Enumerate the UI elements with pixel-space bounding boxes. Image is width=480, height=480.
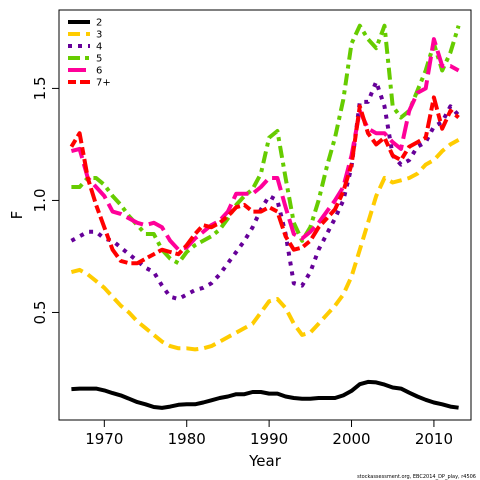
series-layer bbox=[69, 23, 461, 410]
legend-label: 6 bbox=[96, 66, 102, 77]
series-line-1 bbox=[71, 379, 459, 410]
x-axis-title: Year bbox=[248, 452, 282, 470]
legend-label: 7+ bbox=[96, 78, 111, 89]
legend-label: 2 bbox=[96, 18, 102, 29]
y-tick-label: 0.5 bbox=[31, 301, 49, 325]
legend-label: 4 bbox=[96, 42, 102, 53]
x-tick-label: 2000 bbox=[332, 430, 370, 448]
x-tick-label: 1990 bbox=[250, 430, 288, 448]
x-tick-label: 1980 bbox=[168, 430, 206, 448]
series-line-5 bbox=[70, 37, 460, 252]
series-line-2 bbox=[70, 138, 460, 352]
footnote: stockassessment.org, EBC2014_DP_play, r4… bbox=[357, 474, 476, 480]
series-line-3 bbox=[70, 79, 461, 301]
x-axis: 1970 1980 1990 2000 2010 bbox=[85, 419, 453, 448]
y-tick-label: 1.5 bbox=[31, 76, 49, 100]
y-axis: 0.5 1.0 1.5 bbox=[31, 76, 60, 325]
x-tick-label: 1970 bbox=[85, 430, 123, 448]
y-axis-title: F bbox=[8, 211, 26, 220]
series-line-6 bbox=[69, 95, 460, 266]
y-tick-label: 1.0 bbox=[31, 188, 49, 212]
legend-label: 5 bbox=[96, 54, 102, 65]
x-tick-label: 2010 bbox=[415, 430, 453, 448]
legend-label: 3 bbox=[96, 30, 102, 41]
